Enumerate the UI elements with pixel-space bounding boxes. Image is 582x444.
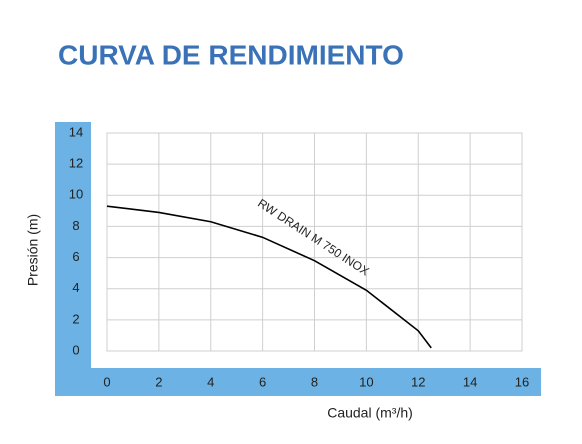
x-tick-label: 16: [515, 374, 529, 389]
x-axis-label: Caudal (m³/h): [327, 405, 413, 421]
chart-title: CURVA DE RENDIMIENTO: [58, 39, 404, 70]
x-tick-label: 8: [311, 374, 318, 389]
y-tick-label: 2: [72, 311, 79, 326]
y-axis-band: [55, 122, 91, 396]
x-axis-band: [55, 368, 541, 396]
y-tick-label: 6: [72, 249, 79, 264]
y-tick-label: 10: [69, 187, 83, 202]
data-line: [106, 205, 432, 349]
x-tick-label: 2: [155, 374, 162, 389]
y-tick-label: 14: [69, 124, 83, 139]
x-tick-label: 14: [463, 374, 477, 389]
y-tick-label: 0: [72, 342, 79, 357]
x-tick-label: 10: [359, 374, 373, 389]
x-tick-label: 6: [259, 374, 266, 389]
series-label: RW DRAIN M 750 INOX: [255, 196, 371, 278]
y-tick-label: 8: [72, 218, 79, 233]
x-tick-label: 4: [207, 374, 214, 389]
y-axis-label: Presión (m): [25, 214, 41, 286]
y-tick-label: 12: [69, 156, 83, 171]
y-tick-label: 4: [72, 280, 79, 295]
x-tick-label: 0: [103, 374, 110, 389]
x-tick-label: 12: [411, 374, 425, 389]
